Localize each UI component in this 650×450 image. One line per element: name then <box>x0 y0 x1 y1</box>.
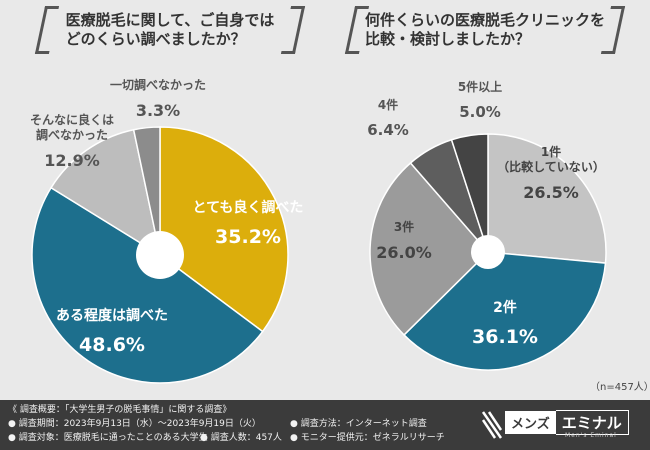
footer-survey-title: 《 調査概要：「大学生男子の脱毛事情」に関する調査》 <box>8 405 232 415</box>
slice-value-label: 26.0% <box>376 243 432 262</box>
slice-value-label: 35.2% <box>215 226 281 248</box>
survey-footer: 《 調査概要：「大学生男子の脱毛事情」に関する調査》 ● 調査期間：2023年9… <box>0 400 650 450</box>
chart1-title-box: 医療脱毛に関して、ご自身では どのくらい調べましたか？ <box>34 6 306 54</box>
brand-subtitle: Men's Eminal <box>565 432 617 439</box>
footer-survey-count: ● 調査人数：457人 <box>200 433 282 443</box>
slice-label: ある程度は調べた <box>56 307 168 324</box>
slice-label: 3件 <box>394 219 414 234</box>
slice-label: そんなに良くは調べなかった <box>30 112 114 142</box>
pie-chart-1 <box>31 126 289 384</box>
brand-logo: メンズ エミナル Men's Eminal <box>481 410 645 444</box>
chart1-title: 医療脱毛に関して、ご自身では どのくらい調べましたか？ <box>65 11 275 48</box>
slice-label: 5件以上 <box>458 79 502 94</box>
pie-slice <box>369 161 490 336</box>
slice-value-label: 36.1% <box>472 326 538 348</box>
chart2-title: 何件くらいの医療脱毛クリニックを 比較・検討しましたか？ <box>364 11 605 48</box>
pie-chart-2 <box>369 133 607 371</box>
pie-center-hole <box>136 231 184 279</box>
brand-name-part-a: メンズ <box>505 411 556 434</box>
slice-value-label: 6.4% <box>367 121 409 139</box>
slice-value-label: 12.9% <box>44 151 100 170</box>
slice-value-label: 48.6% <box>79 334 145 356</box>
slice-value-label: 26.5% <box>523 183 579 202</box>
pie-slice <box>450 133 489 253</box>
slice-label: 1件（比較していない） <box>497 144 605 174</box>
slice-value-label: 5.0% <box>459 103 501 121</box>
brand-mark-icon <box>481 411 503 439</box>
pie-slice <box>31 186 264 384</box>
pie-slice <box>402 251 607 371</box>
footer-survey-period: ● 調査期間：2023年9月13日（水）〜2023年9月19日（火） <box>8 419 261 429</box>
pie-slice <box>132 126 161 256</box>
footer-monitor-provider: ● モニター提供元：ゼネラルリサーチ <box>290 433 445 443</box>
chart2-title-box: 何件くらいの医療脱毛クリニックを 比較・検討しましたか？ <box>344 6 626 54</box>
slice-label: 4件 <box>378 97 398 112</box>
slice-label: 一切調べなかった <box>110 77 206 92</box>
pie-slice <box>50 128 162 257</box>
pie-charts: とても良く調べた 35.2% ある程度は調べた 48.6% そんなに良くは調べなかった 1… <box>30 77 607 384</box>
pie-slice <box>487 133 607 264</box>
sample-size-note: （n=457人） <box>590 382 650 393</box>
slice-value-label: 3.3% <box>136 101 180 120</box>
footer-survey-target: ● 調査対象：医療脱毛に通ったことのある大学生 <box>8 433 208 443</box>
brand-name-part-b: エミナル <box>555 410 629 435</box>
footer-survey-method: ● 調査方法：インターネット調査 <box>290 419 427 429</box>
slice-label: 2件 <box>493 299 517 316</box>
pie-slice <box>159 126 289 333</box>
slice-label: とても良く調べた <box>193 199 304 216</box>
pie-center-hole <box>471 235 505 269</box>
